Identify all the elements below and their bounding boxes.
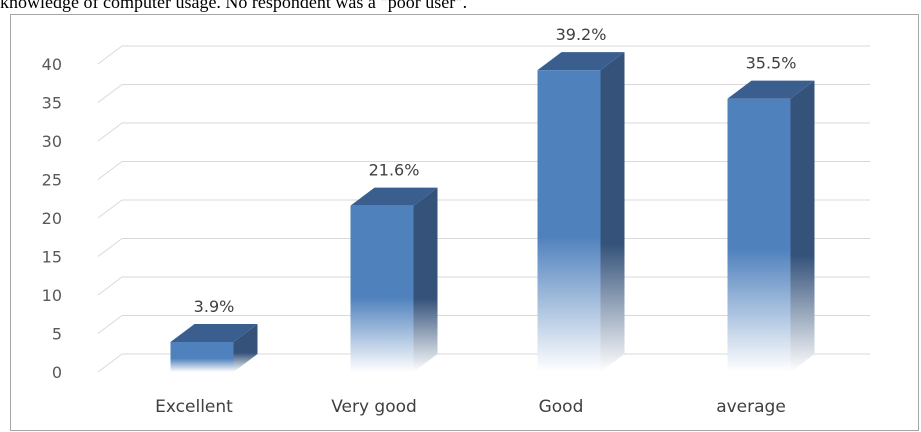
gridline-depth xyxy=(97,238,123,257)
data-labels: 3.9% 21.6% 39.2% 35.5% xyxy=(194,25,797,316)
y-tick-label: 15 xyxy=(42,248,62,267)
bar-side xyxy=(233,323,258,372)
y-tick-label: 30 xyxy=(42,132,62,151)
category-labels: Excellent Very good Good average xyxy=(155,397,786,417)
figure-caption: knowledge of computer usage. No responde… xyxy=(0,0,468,12)
gridline-depth xyxy=(97,84,123,103)
gridline-depth xyxy=(97,45,123,65)
category-label: Very good xyxy=(331,397,417,417)
category-label: average xyxy=(716,397,786,417)
y-tick-label: 10 xyxy=(42,286,62,305)
bar-front xyxy=(350,205,414,372)
bar-side xyxy=(790,80,815,373)
bar-front xyxy=(170,341,234,372)
gridline-depth xyxy=(97,353,123,373)
y-axis-ticks: 0 5 10 15 20 25 30 35 40 xyxy=(42,55,62,382)
bar-side xyxy=(600,52,625,372)
y-tick-label: 25 xyxy=(42,171,62,190)
bar-top xyxy=(537,52,625,71)
bar-side xyxy=(413,187,438,372)
bar-top xyxy=(350,187,438,206)
y-tick-label: 0 xyxy=(52,363,62,382)
y-tick-label: 35 xyxy=(42,94,62,113)
bar xyxy=(350,187,438,372)
bar-front xyxy=(727,98,791,373)
bar xyxy=(537,52,625,372)
gridline-depth xyxy=(97,199,123,219)
bar-front xyxy=(537,70,601,372)
category-label: Excellent xyxy=(155,397,233,417)
category-label: Good xyxy=(539,397,584,417)
bar xyxy=(170,323,258,372)
chart-frame xyxy=(10,14,919,431)
data-label: 21.6% xyxy=(369,161,420,180)
gridline-depth xyxy=(97,161,123,180)
gridline-depth xyxy=(97,122,123,142)
bar-top xyxy=(727,80,815,99)
bar xyxy=(727,80,815,373)
bars xyxy=(170,52,815,373)
data-label: 35.5% xyxy=(746,54,797,73)
bar-top xyxy=(170,323,258,342)
y-tick-label: 20 xyxy=(42,209,62,228)
gridline-depth xyxy=(97,276,123,296)
y-tick-label: 40 xyxy=(42,55,62,74)
y-tick-label: 5 xyxy=(52,325,62,344)
gridline-depth xyxy=(97,315,123,334)
data-label: 39.2% xyxy=(556,25,607,44)
data-label: 3.9% xyxy=(194,297,235,316)
